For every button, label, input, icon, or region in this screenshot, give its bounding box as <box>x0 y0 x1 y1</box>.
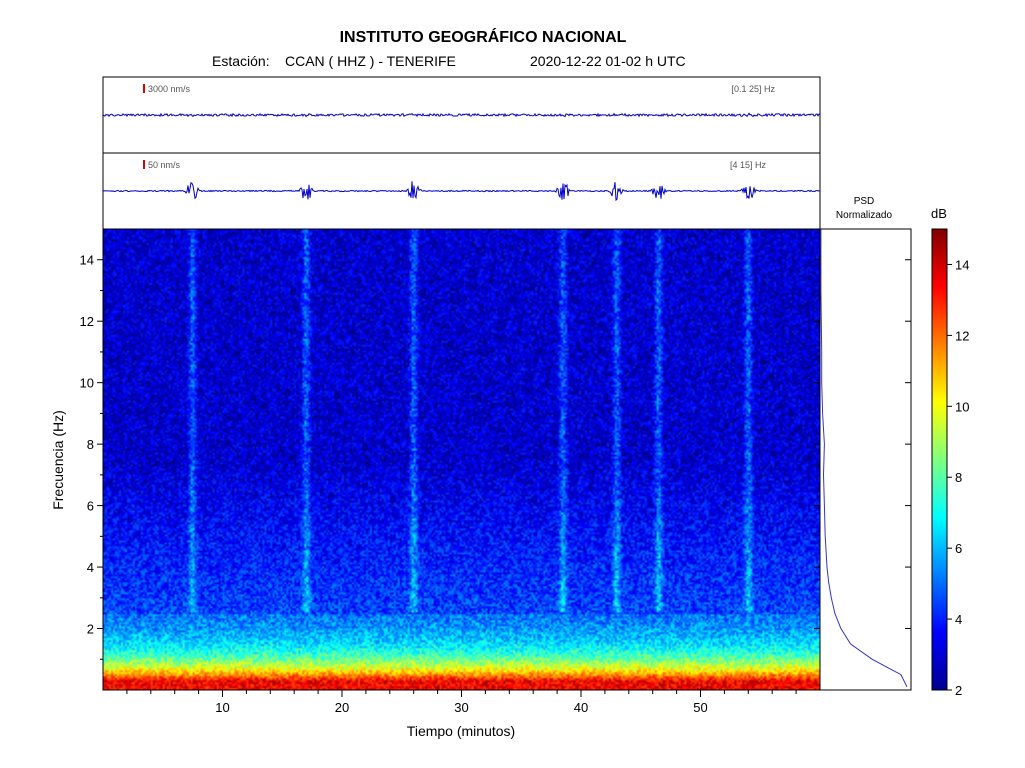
figure-title: INSTITUTO GEOGRÁFICO NACIONAL <box>340 27 627 46</box>
y-axis-label: Frecuencia (Hz) <box>50 410 66 510</box>
colorbar-tick-label: 2 <box>955 683 962 698</box>
y-tick-label: 14 <box>80 253 94 268</box>
spectrogram-y-axis: 2 4 6 8 10 12 14 <box>80 253 820 660</box>
psd-ticks <box>905 259 911 630</box>
psd-label-line2: Normalizado <box>836 210 893 221</box>
trace2-waveform <box>102 181 820 202</box>
trace1-waveform <box>102 112 821 118</box>
scale-marker-icon <box>143 84 145 93</box>
y-tick-label: 6 <box>87 499 94 514</box>
x-tick-label: 50 <box>693 700 707 715</box>
trace2-band-label: [4 15] Hz <box>730 160 767 170</box>
colorbar-tick-label: 14 <box>955 257 969 272</box>
y-tick-label: 4 <box>87 560 94 575</box>
trace1-band-label: [0.1 25] Hz <box>731 84 775 94</box>
psd-curve <box>820 229 908 688</box>
y-tick-label: 12 <box>80 314 94 329</box>
x-axis-label: Tiempo (minutos) <box>407 723 515 739</box>
colorbar-tick-label: 4 <box>955 612 962 627</box>
scale-marker-icon <box>143 160 145 169</box>
spectrogram-heatmap <box>103 229 820 690</box>
date-time: 2020-12-22 01-02 h UTC <box>530 53 686 69</box>
colorbar-tick-label: 6 <box>955 541 962 556</box>
y-tick-label: 10 <box>80 376 94 391</box>
colorbar-tick-label: 8 <box>955 470 962 485</box>
station-prefix: Estación: <box>212 53 270 69</box>
trace1-scale-label: 3000 nm/s <box>148 84 191 94</box>
spectrogram-x-axis: 10 20 30 40 50 <box>126 690 797 715</box>
x-tick-label: 40 <box>574 700 588 715</box>
x-tick-label: 20 <box>335 700 349 715</box>
colorbar <box>931 228 948 691</box>
psd-panel <box>819 228 912 691</box>
psd-label-line1: PSD <box>854 196 875 207</box>
x-tick-label: 30 <box>454 700 468 715</box>
x-tick-label: 10 <box>215 700 229 715</box>
y-tick-label: 2 <box>87 622 94 637</box>
y-tick-label: 8 <box>87 437 94 452</box>
station-name: CCAN ( HHZ ) - TENERIFE <box>285 53 456 69</box>
colorbar-tick-label: 12 <box>955 328 969 343</box>
colorbar-tick-label: 10 <box>955 399 969 414</box>
colorbar-unit: dB <box>931 206 947 221</box>
colorbar-ticks: 2 4 6 8 10 12 14 <box>947 257 969 698</box>
trace2-scale-label: 50 nm/s <box>148 160 181 170</box>
